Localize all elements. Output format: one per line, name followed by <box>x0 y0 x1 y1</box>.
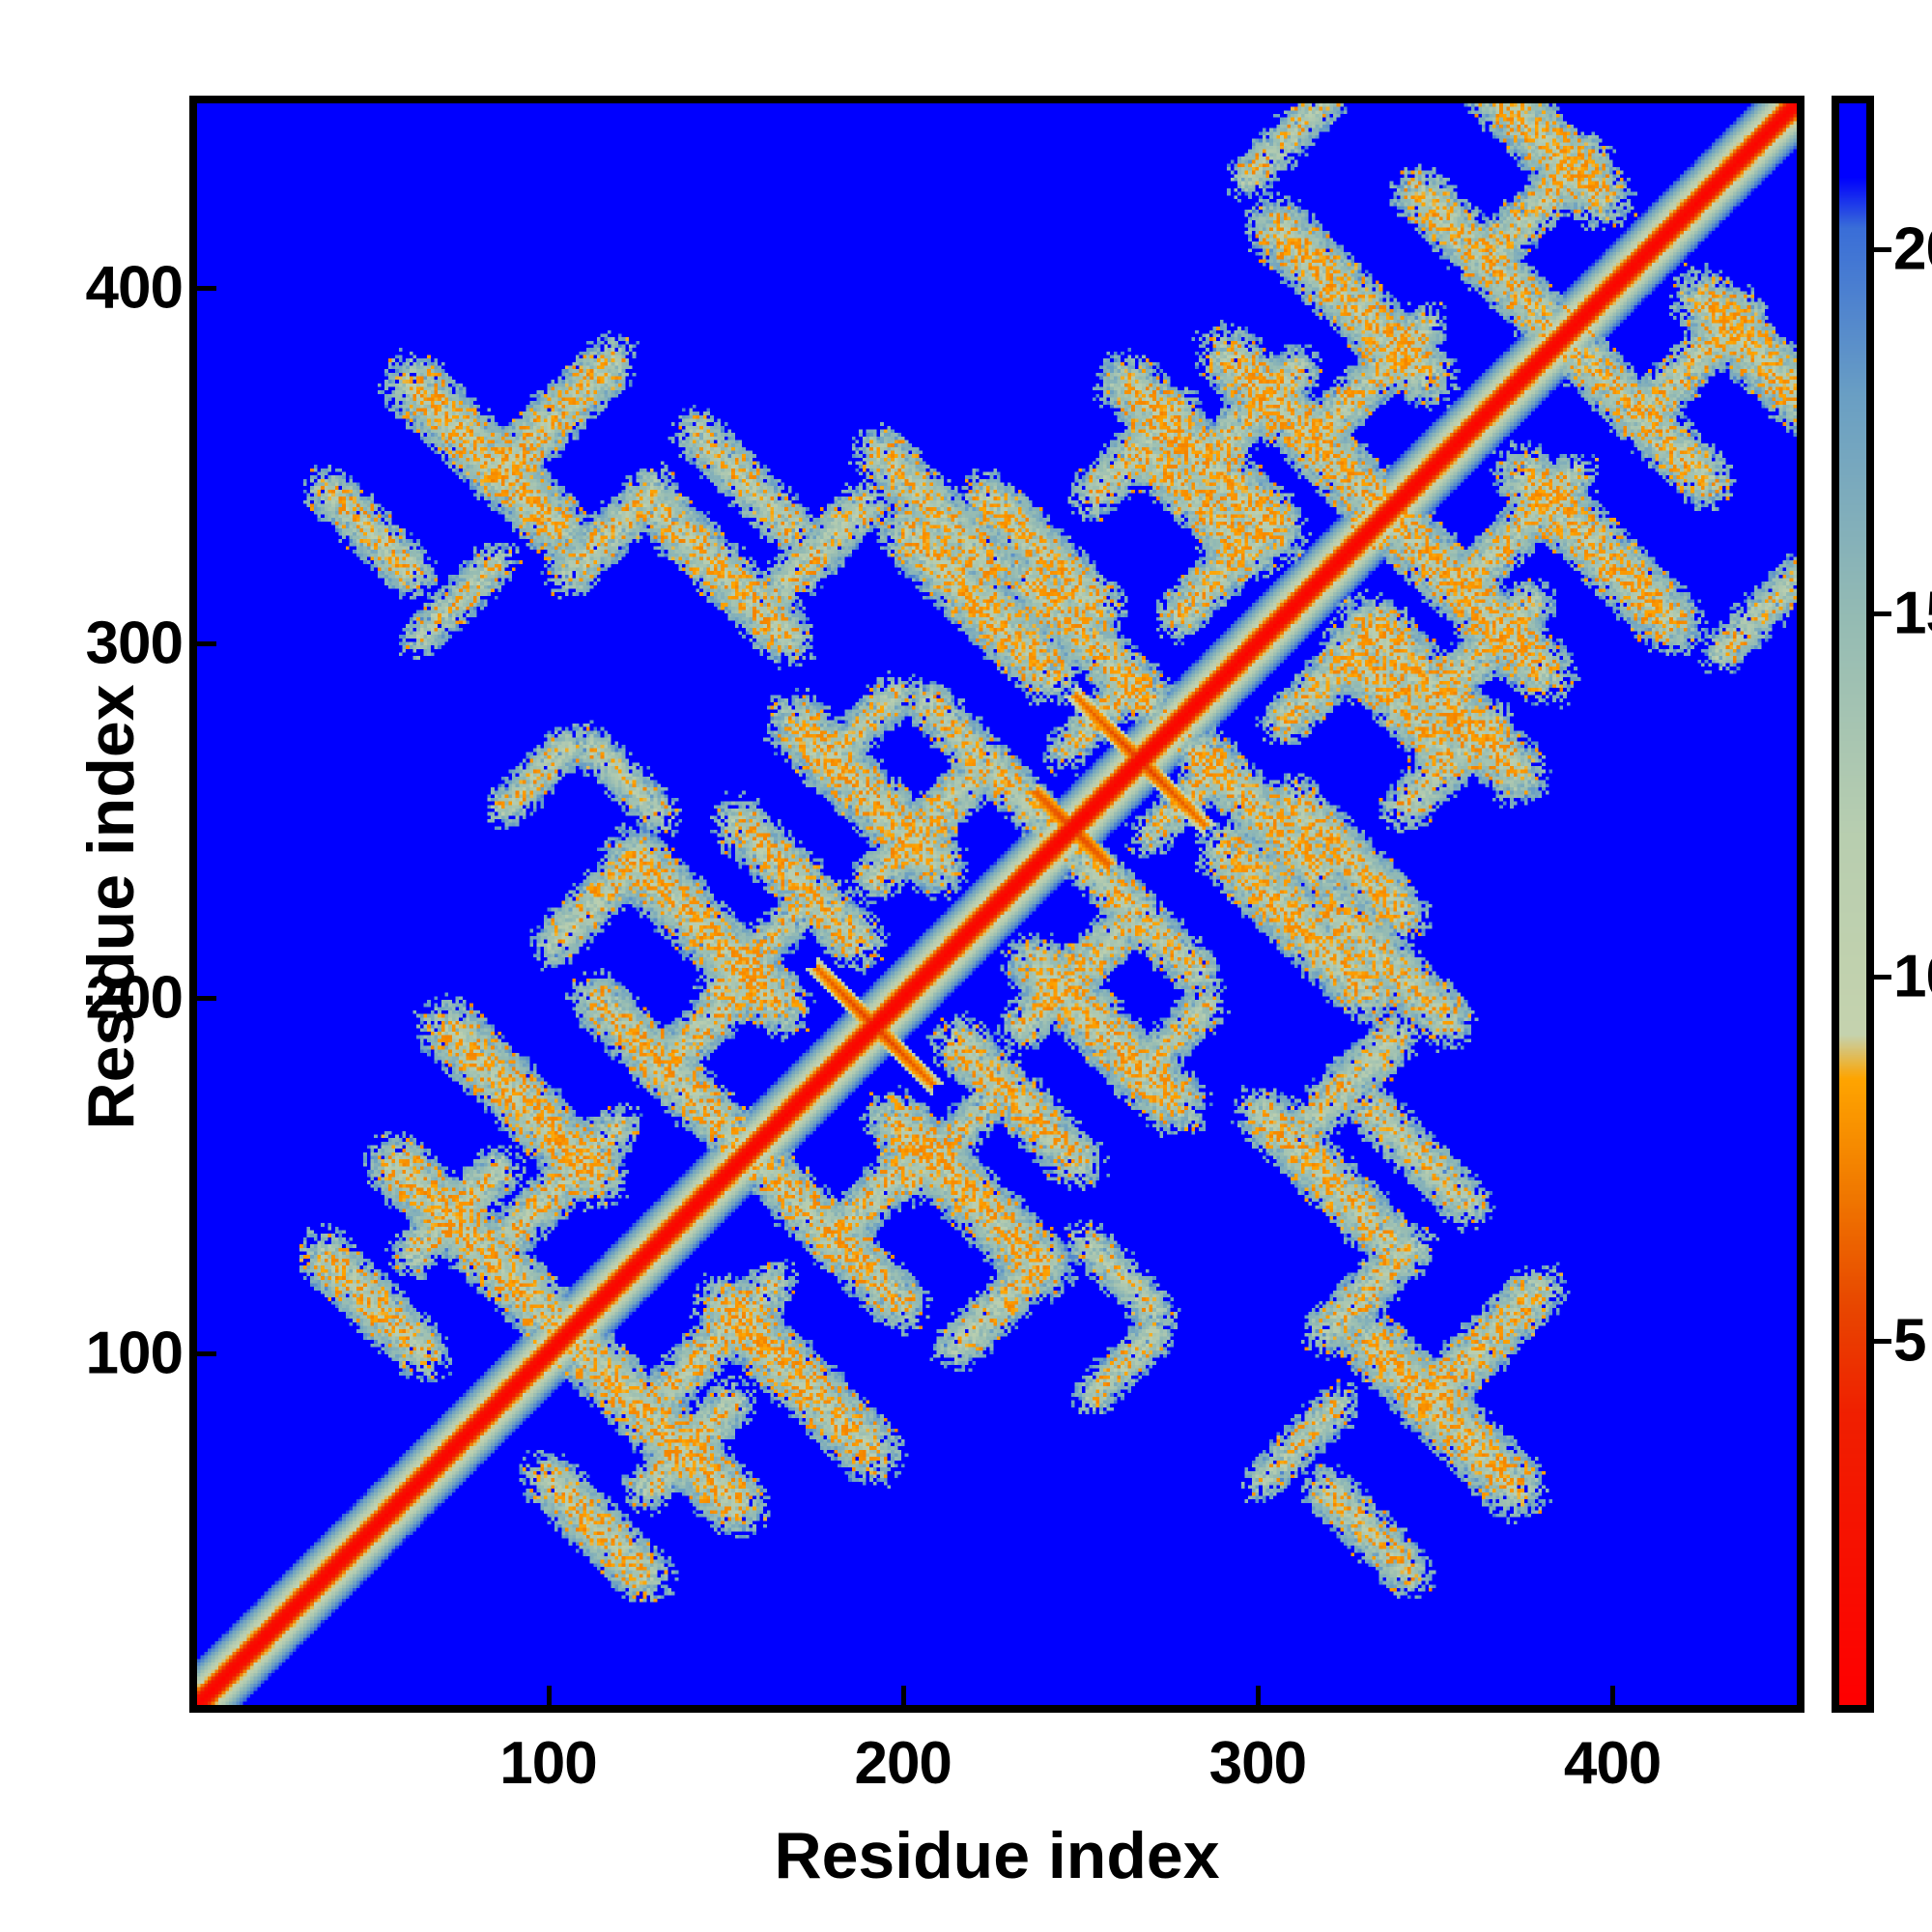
x-tick-label: 400 <box>1563 1730 1662 1797</box>
x-tick-label: 200 <box>854 1730 952 1797</box>
colorbar-tick-mark <box>1874 246 1891 252</box>
y-tick-mark <box>197 1351 216 1357</box>
colorbar-tick-mark <box>1874 611 1891 616</box>
colorbar-tick-label: 5 <box>1893 1307 1926 1375</box>
colorbar-tick-label: 10 <box>1893 943 1932 1010</box>
y-tick-label: 100 <box>85 1320 184 1387</box>
y-tick-mark <box>197 640 216 646</box>
x-tick-label: 100 <box>499 1730 597 1797</box>
y-axis-title: Residue index <box>74 684 148 1130</box>
y-tick-mark <box>197 286 216 292</box>
y-tick-mark <box>197 996 216 1002</box>
colorbar-canvas <box>1839 103 1866 1705</box>
colorbar-tick-label: 20 <box>1893 215 1932 283</box>
x-tick-mark <box>1610 1686 1616 1705</box>
colorbar-tick-mark <box>1874 975 1891 980</box>
y-tick-label: 400 <box>85 254 184 322</box>
colorbar <box>1832 96 1874 1713</box>
y-tick-label: 300 <box>85 610 184 677</box>
x-tick-mark <box>546 1686 552 1705</box>
heatmap-canvas <box>197 103 1797 1705</box>
colorbar-tick-mark <box>1874 1339 1891 1345</box>
x-tick-mark <box>900 1686 906 1705</box>
y-tick-label: 200 <box>85 964 184 1032</box>
colorbar-tick-label: 15 <box>1893 580 1932 647</box>
x-axis-title: Residue index <box>774 1819 1220 1892</box>
x-tick-mark <box>1255 1686 1261 1705</box>
x-tick-label: 300 <box>1208 1730 1307 1797</box>
heatmap-plot-area <box>189 96 1804 1713</box>
